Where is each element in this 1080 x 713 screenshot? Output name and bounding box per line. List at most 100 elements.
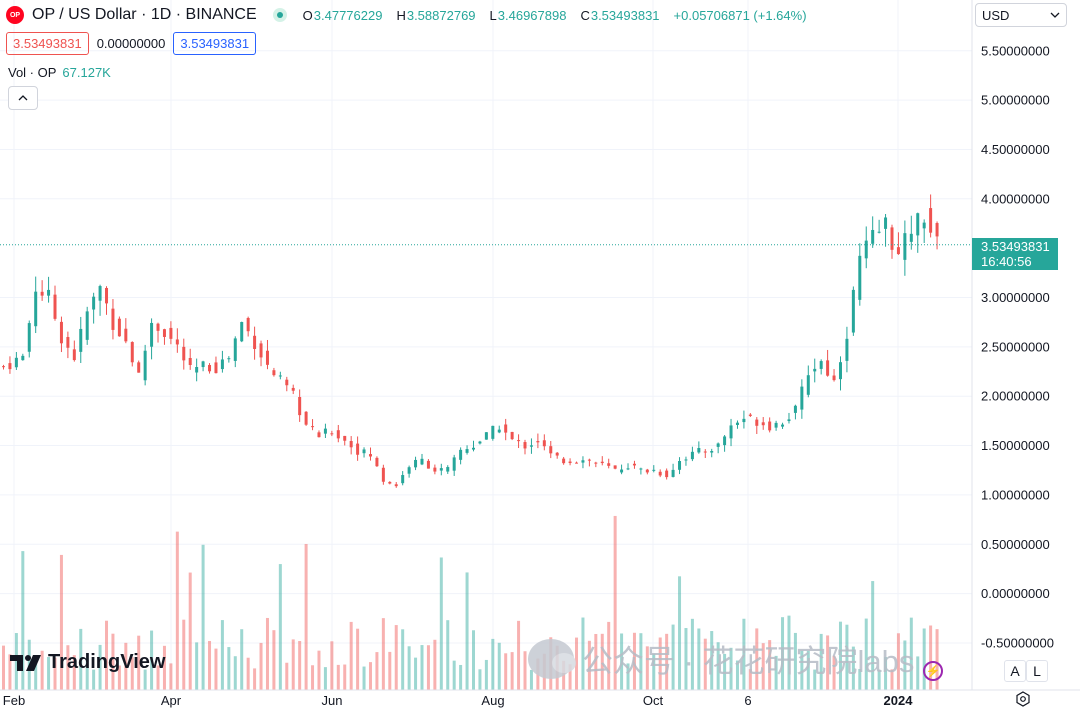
volume-bar — [826, 635, 830, 690]
high-label: H — [396, 7, 406, 23]
lightning-icon[interactable]: ⚡ — [923, 661, 943, 681]
volume-bar — [922, 628, 926, 690]
volume-bar — [613, 515, 617, 690]
log-scale-button[interactable]: L — [1026, 660, 1048, 682]
candle-body — [697, 447, 701, 453]
candle-body — [484, 432, 488, 440]
last-price-tag: 3.53493831 16:40:56 — [972, 238, 1058, 270]
auto-scale-button[interactable]: A — [1004, 660, 1026, 682]
volume-bar — [265, 617, 269, 690]
candle-body — [896, 247, 900, 255]
volume-bar — [529, 669, 533, 690]
y-tick-label: 1.50000000 — [981, 438, 1050, 453]
time-axis: Feb Apr Jun Aug Oct 6 2024 — [3, 693, 913, 708]
candle-body — [343, 435, 347, 441]
candle-body — [748, 414, 752, 416]
volume-bar — [72, 655, 76, 690]
candle-body — [182, 346, 186, 361]
volume-bar — [491, 638, 495, 690]
volume-bar — [813, 669, 817, 690]
candle-body — [414, 459, 418, 468]
volume-bar — [645, 646, 649, 690]
volume-bar — [208, 640, 212, 690]
volume-bar — [381, 618, 385, 690]
volume-bar — [53, 657, 57, 690]
watermark: 公众号 · 花花研究院labs — [528, 636, 914, 681]
volume-value: 67.127K — [62, 65, 111, 80]
candle-body — [117, 318, 121, 337]
candle-body — [285, 379, 289, 386]
volume-bar — [472, 630, 475, 690]
candle-body — [884, 217, 888, 229]
chart-grid — [0, 0, 972, 690]
candle-body — [156, 323, 160, 331]
candle-body — [92, 296, 96, 310]
volume-bar — [343, 664, 347, 690]
currency-value: USD — [982, 7, 1010, 23]
volume-bar — [272, 630, 276, 690]
candle-body — [175, 339, 179, 345]
candle-body — [14, 357, 18, 368]
x-tick-label: Oct — [643, 693, 664, 708]
candle-body — [124, 328, 128, 342]
symbol-title[interactable]: OP / US Dollar · 1D · BINANCE — [32, 6, 257, 23]
chevron-up-icon — [18, 95, 28, 101]
volume-bar — [201, 544, 205, 690]
collapse-legend-button[interactable] — [8, 86, 38, 110]
candle-body — [85, 311, 89, 340]
volume-bar — [896, 633, 900, 690]
volume-bar — [665, 633, 669, 690]
volume-bar — [47, 657, 51, 690]
change-value: +0.05706871 (+1.64%) — [673, 7, 807, 23]
volume-bar — [626, 663, 630, 690]
buy-price-box[interactable]: 3.53493831 — [173, 32, 257, 55]
candle-body — [272, 370, 276, 376]
candle-body — [394, 484, 398, 487]
currency-select[interactable]: USD — [975, 3, 1067, 27]
candle-body — [407, 467, 411, 474]
candle-body — [813, 368, 817, 372]
candle-body — [929, 208, 933, 233]
volume-bar — [426, 645, 430, 690]
volume-bar — [909, 617, 913, 690]
volume-bar — [220, 620, 224, 690]
candle-body — [858, 255, 862, 300]
candle-body — [877, 231, 881, 233]
candle-body — [336, 430, 340, 439]
open-label: O — [302, 7, 313, 23]
volume-bar — [40, 650, 44, 690]
candle-body — [130, 342, 134, 363]
candle-body — [72, 349, 76, 361]
candle-body — [208, 364, 212, 372]
candle-body — [581, 460, 585, 463]
candle-body — [871, 229, 875, 244]
volume-bar — [317, 650, 321, 690]
settings-gear-icon[interactable] — [1013, 689, 1033, 709]
candle-body — [233, 338, 237, 361]
y-tick-label: 4.00000000 — [981, 191, 1050, 206]
candle-body — [594, 462, 598, 464]
volume-bar — [323, 667, 327, 690]
volume-bar — [253, 668, 257, 690]
brand-name: TradingView — [48, 651, 166, 673]
tradingview-logo[interactable]: TradingView — [10, 651, 165, 674]
candle-body — [21, 355, 25, 361]
y-tick-label: -0.50000000 — [981, 635, 1054, 650]
volume-bar — [156, 665, 160, 690]
candle-body — [188, 357, 192, 365]
candle-body — [401, 475, 405, 484]
candle-body — [259, 343, 263, 358]
sell-price-box[interactable]: 3.53493831 — [6, 32, 89, 55]
volume-bar — [368, 662, 372, 690]
candle-body — [568, 461, 572, 464]
candle-body — [851, 289, 855, 333]
close-label: C — [580, 7, 590, 23]
candle-body — [304, 411, 308, 425]
x-tick-label: 2024 — [884, 693, 914, 708]
candle-body — [710, 451, 714, 453]
candle-body — [381, 467, 385, 482]
volume-bar — [169, 663, 173, 690]
candle-body — [446, 467, 450, 472]
candle-body — [34, 291, 38, 327]
